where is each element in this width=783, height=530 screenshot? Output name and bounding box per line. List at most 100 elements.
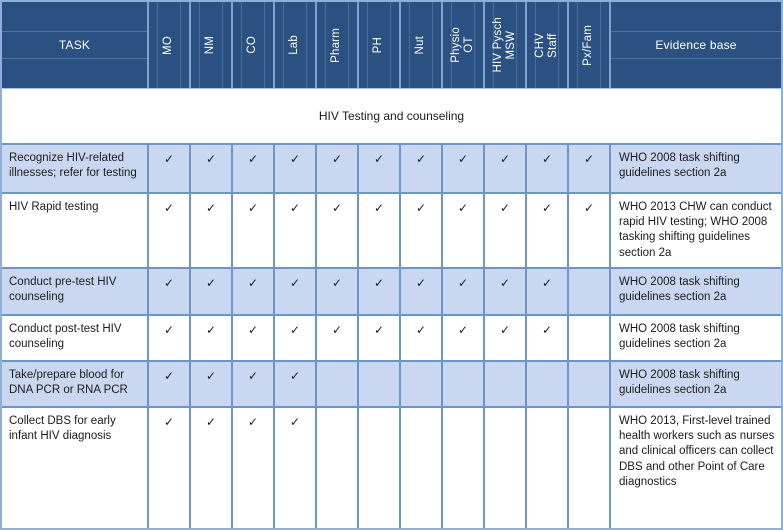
- task-cell: Recognize HIV-related illnesses; refer f…: [2, 145, 149, 192]
- check-icon: ✓: [415, 323, 427, 337]
- check-cell-lab: ✓: [275, 408, 317, 528]
- check-cell-lab: ✓: [275, 194, 317, 267]
- check-cell-ph: [359, 362, 401, 406]
- check-cell-pharm: ✓: [317, 269, 359, 314]
- header-role-cell-px-fam: Px/Fam: [569, 2, 611, 88]
- check-icon: ✓: [457, 323, 469, 337]
- check-icon: ✓: [205, 201, 217, 215]
- check-cell-co: ✓: [233, 145, 275, 192]
- check-icon: ✓: [205, 415, 217, 429]
- table-row: Take/prepare blood for DNA PCR or RNA PC…: [2, 362, 781, 408]
- check-cell-nut: [401, 408, 443, 528]
- task-cell: Take/prepare blood for DNA PCR or RNA PC…: [2, 362, 149, 406]
- check-cell-nm: ✓: [191, 269, 233, 314]
- check-icon: ✓: [499, 323, 511, 337]
- header-task-cell: TASK: [2, 2, 149, 88]
- check-cell-mo: ✓: [149, 316, 191, 360]
- check-icon: ✓: [541, 152, 553, 166]
- check-icon: ✓: [289, 369, 301, 383]
- check-cell-physio-ot: ✓: [443, 269, 485, 314]
- check-cell-lab: ✓: [275, 362, 317, 406]
- header-role-cell-ph: PH: [359, 2, 401, 88]
- header-role-label-nm: NM: [204, 35, 217, 55]
- check-cell-chv-staff: ✓: [527, 269, 569, 314]
- task-cell: HIV Rapid testing: [2, 194, 149, 267]
- evidence-cell: WHO 2008 task shifting guidelines sectio…: [619, 323, 740, 351]
- header-role-label-chv-staff: CHV Staff: [533, 32, 559, 58]
- check-cell-physio-ot: [443, 408, 485, 528]
- check-icon: ✓: [205, 369, 217, 383]
- task-cell: Conduct pre-test HIV counseling: [2, 269, 149, 314]
- check-icon: ✓: [205, 323, 217, 337]
- check-cell-chv-staff: ✓: [527, 316, 569, 360]
- header-role-label-ph: PH: [372, 36, 385, 54]
- table-row: Recognize HIV-related illnesses; refer f…: [2, 145, 781, 194]
- section-title-row: HIV Testing and counseling: [2, 89, 781, 145]
- header-role-label-pharm: Pharm: [330, 27, 343, 63]
- check-cell-physio-ot: ✓: [443, 194, 485, 267]
- check-icon: ✓: [331, 276, 343, 290]
- check-icon: ✓: [163, 276, 175, 290]
- check-icon: ✓: [205, 276, 217, 290]
- check-cell-nm: ✓: [191, 362, 233, 406]
- check-cell-pharm: [317, 408, 359, 528]
- check-cell-px-fam: ✓: [569, 145, 611, 192]
- check-cell-mo: ✓: [149, 408, 191, 528]
- evidence-cell: WHO 2008 task shifting guidelines sectio…: [619, 276, 740, 304]
- check-cell-mo: ✓: [149, 362, 191, 406]
- header-role-label-physio-ot: Physio OT: [449, 27, 475, 63]
- header-role-cell-lab: Lab: [275, 2, 317, 88]
- check-cell-hiv-pysch-msw: [485, 408, 527, 528]
- table-header-row: TASK MO NM CO Lab Pharm PH Nut Physio OT HIV Pys…: [2, 2, 781, 89]
- header-role-label-hiv-pysch-msw: HIV Pysch MSW: [491, 17, 517, 73]
- header-role-label-lab: Lab: [288, 35, 301, 55]
- table-row: Conduct pre-test HIV counseling ✓ ✓ ✓ ✓ ✓ ✓ ✓ ✓ ✓…: [2, 269, 781, 316]
- check-icon: ✓: [163, 201, 175, 215]
- check-cell-mo: ✓: [149, 269, 191, 314]
- check-icon: ✓: [247, 415, 259, 429]
- evidence-cell: WHO 2013, First-level trained health wor…: [619, 415, 775, 488]
- evidence-cell: WHO 2013 CHW can conduct rapid HIV testi…: [619, 201, 772, 259]
- check-cell-nut: ✓: [401, 194, 443, 267]
- check-icon: ✓: [373, 201, 385, 215]
- check-icon: ✓: [583, 201, 595, 215]
- check-cell-nm: ✓: [191, 408, 233, 528]
- check-cell-chv-staff: [527, 362, 569, 406]
- check-cell-co: ✓: [233, 316, 275, 360]
- check-icon: ✓: [289, 201, 301, 215]
- check-icon: ✓: [331, 152, 343, 166]
- check-cell-ph: ✓: [359, 194, 401, 267]
- check-icon: ✓: [163, 415, 175, 429]
- check-icon: ✓: [457, 201, 469, 215]
- check-cell-hiv-pysch-msw: [485, 362, 527, 406]
- check-icon: ✓: [331, 323, 343, 337]
- check-icon: ✓: [541, 276, 553, 290]
- header-role-label-px-fam: Px/Fam: [582, 24, 595, 66]
- check-icon: ✓: [457, 152, 469, 166]
- check-icon: ✓: [541, 201, 553, 215]
- check-cell-co: ✓: [233, 408, 275, 528]
- check-icon: ✓: [247, 323, 259, 337]
- header-task-label: TASK: [2, 31, 147, 59]
- check-cell-nut: ✓: [401, 269, 443, 314]
- check-icon: ✓: [289, 323, 301, 337]
- header-role-cell-pharm: Pharm: [317, 2, 359, 88]
- check-cell-nut: ✓: [401, 316, 443, 360]
- check-cell-nut: [401, 362, 443, 406]
- check-cell-lab: ✓: [275, 316, 317, 360]
- check-icon: ✓: [163, 152, 175, 166]
- check-cell-chv-staff: ✓: [527, 145, 569, 192]
- check-icon: ✓: [247, 201, 259, 215]
- check-icon: ✓: [415, 152, 427, 166]
- check-icon: ✓: [373, 276, 385, 290]
- check-cell-px-fam: ✓: [569, 194, 611, 267]
- check-cell-nm: ✓: [191, 194, 233, 267]
- check-icon: ✓: [373, 152, 385, 166]
- check-cell-px-fam: [569, 408, 611, 528]
- check-icon: ✓: [289, 152, 301, 166]
- section-title: HIV Testing and counseling: [318, 109, 465, 123]
- header-role-label-co: CO: [246, 36, 259, 54]
- header-role-cell-hiv-pysch-msw: HIV Pysch MSW: [485, 2, 527, 88]
- table-row: Conduct post-test HIV counseling ✓ ✓ ✓ ✓ ✓ ✓ ✓ ✓…: [2, 316, 781, 362]
